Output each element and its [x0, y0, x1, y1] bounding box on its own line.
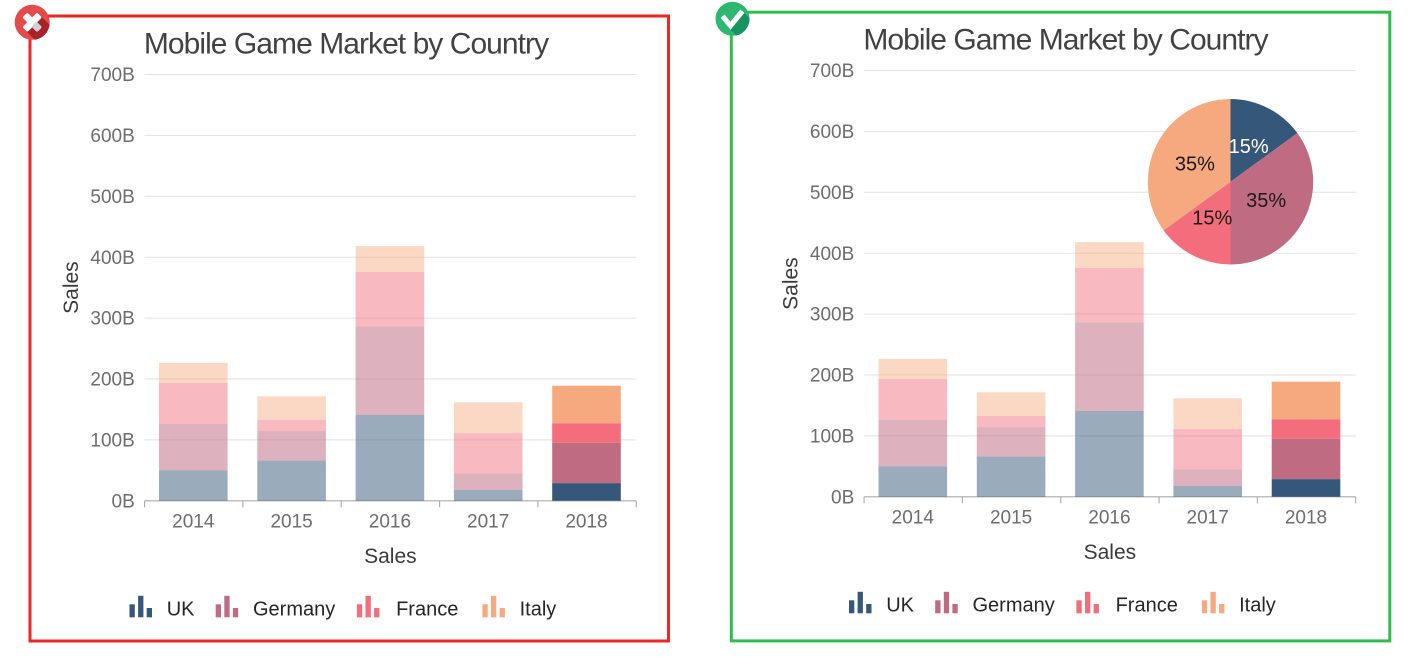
svg-text:Italy: Italy	[520, 598, 557, 620]
svg-text:600B: 600B	[810, 122, 854, 143]
svg-text:400B: 400B	[90, 248, 134, 269]
svg-text:Mobile Game Market by Country: Mobile Game Market by Country	[863, 23, 1268, 56]
svg-text:UK: UK	[167, 598, 195, 620]
svg-text:France: France	[396, 598, 458, 620]
svg-text:700B: 700B	[810, 61, 854, 82]
svg-text:35%: 35%	[1175, 154, 1215, 176]
svg-text:2015: 2015	[990, 508, 1032, 529]
svg-text:Germany: Germany	[973, 594, 1055, 616]
svg-text:Sales: Sales	[364, 545, 417, 568]
svg-text:200B: 200B	[90, 370, 134, 391]
svg-text:Italy: Italy	[1239, 594, 1276, 616]
svg-text:UK: UK	[886, 594, 914, 616]
svg-text:300B: 300B	[810, 305, 854, 326]
svg-text:2016: 2016	[1088, 508, 1130, 529]
svg-text:2015: 2015	[270, 512, 312, 533]
svg-text:2017: 2017	[1187, 508, 1229, 529]
svg-text:Germany: Germany	[253, 598, 335, 620]
svg-text:500B: 500B	[810, 183, 854, 204]
svg-text:300B: 300B	[90, 309, 134, 330]
svg-text:35%: 35%	[1246, 190, 1286, 212]
svg-text:500B: 500B	[90, 187, 134, 208]
svg-text:200B: 200B	[810, 366, 854, 387]
svg-text:15%: 15%	[1229, 136, 1269, 158]
svg-text:2017: 2017	[467, 512, 509, 533]
svg-text:100B: 100B	[810, 427, 854, 448]
svg-text:2018: 2018	[1285, 508, 1327, 529]
svg-text:Sales: Sales	[1084, 541, 1137, 564]
svg-text:100B: 100B	[90, 431, 134, 452]
svg-text:15%: 15%	[1192, 207, 1232, 229]
svg-text:600B: 600B	[90, 126, 134, 147]
svg-text:Sales: Sales	[60, 261, 83, 314]
svg-text:2014: 2014	[892, 508, 935, 529]
svg-text:400B: 400B	[810, 244, 854, 265]
svg-text:2014: 2014	[172, 512, 215, 533]
svg-text:0B: 0B	[112, 491, 135, 512]
svg-text:France: France	[1116, 594, 1178, 616]
svg-text:2018: 2018	[565, 512, 607, 533]
svg-text:700B: 700B	[90, 65, 134, 86]
svg-text:0B: 0B	[831, 487, 854, 508]
svg-text:Mobile Game Market by Country: Mobile Game Market by Country	[144, 27, 549, 60]
svg-text:2016: 2016	[369, 512, 411, 533]
svg-text:Sales: Sales	[780, 257, 803, 310]
